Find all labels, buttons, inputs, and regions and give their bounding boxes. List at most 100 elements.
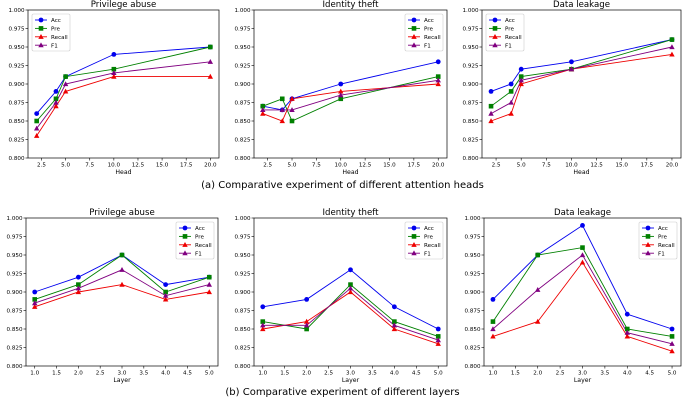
y-tick-label: 0.800 xyxy=(462,156,478,162)
x-tick-label: 17.5 xyxy=(641,163,654,169)
data-point-pre xyxy=(669,37,675,42)
x-tick-label: 1.0 xyxy=(489,371,498,377)
data-point-pre xyxy=(508,89,514,94)
data-point-pre xyxy=(32,297,38,302)
y-tick-label: 1.000 xyxy=(234,8,250,14)
data-point-f1 xyxy=(490,326,496,332)
y-tick-label: 0.875 xyxy=(234,309,250,315)
data-point-f1 xyxy=(279,107,285,112)
legend-marker xyxy=(411,225,417,231)
x-tick-label: 2.0 xyxy=(302,371,311,377)
data-point-recall xyxy=(279,118,285,124)
legend-marker xyxy=(492,17,498,23)
chart-5: Identity theft 0.800 0.825 0.850 0.875 0.900 0… xyxy=(234,208,448,384)
data-point-recall xyxy=(62,88,69,94)
x-tick-label: 1.5 xyxy=(511,371,520,377)
data-point-recall xyxy=(207,73,214,79)
data-point-f1 xyxy=(162,292,169,298)
y-tick-label: 1.000 xyxy=(462,8,478,14)
data-point-recall xyxy=(488,118,494,124)
chart-2: Identity theft 0.800 0.825 0.850 0.875 0.900 0… xyxy=(234,0,448,176)
data-point-f1 xyxy=(75,285,82,291)
legend-marker xyxy=(411,17,417,23)
legend-marker xyxy=(645,225,651,231)
data-point-f1 xyxy=(62,81,69,87)
legend-box xyxy=(175,221,215,260)
x-tick-label: 5.0 xyxy=(517,163,526,169)
y-tick-label: 0.900 xyxy=(6,290,22,296)
x-tick-label: 2.5 xyxy=(492,163,501,169)
data-point-acc xyxy=(508,81,514,87)
series-line-recall xyxy=(36,76,211,137)
y-tick-label: 0.950 xyxy=(8,45,24,51)
y-tick-label: 0.825 xyxy=(462,138,478,144)
caption-layers: (b) Comparative experiment of different … xyxy=(225,387,460,398)
x-tick-label: 4.0 xyxy=(623,371,632,377)
data-point-recall xyxy=(518,81,524,87)
legend-label: F1 xyxy=(505,43,512,49)
data-point-recall xyxy=(119,281,125,287)
y-tick-label: 0.875 xyxy=(234,101,250,107)
data-point-pre xyxy=(63,74,68,79)
y-tick-label: 0.900 xyxy=(462,82,478,88)
y-tick-label: 0.925 xyxy=(234,272,250,278)
legend-marker xyxy=(492,42,498,48)
data-point-recall xyxy=(490,333,496,339)
legend-marker xyxy=(645,234,651,239)
data-point-f1 xyxy=(518,77,524,83)
data-point-recall xyxy=(53,103,59,109)
x-tick-label: 3.5 xyxy=(600,371,609,377)
legend-marker xyxy=(38,34,44,39)
data-point-pre xyxy=(435,74,441,79)
legend-marker xyxy=(411,250,417,256)
data-point-f1 xyxy=(391,322,398,328)
data-point-recall xyxy=(260,326,266,332)
data-point-acc xyxy=(624,311,630,317)
data-point-f1 xyxy=(260,322,266,328)
data-point-acc xyxy=(32,289,38,295)
x-tick-label: 2.5 xyxy=(556,371,565,377)
x-tick-label: 2.5 xyxy=(324,371,333,377)
legend-label: Recall xyxy=(51,35,68,41)
data-point-acc xyxy=(569,59,574,65)
data-point-recall xyxy=(435,81,441,87)
x-tick-label: 20.0 xyxy=(432,163,445,169)
data-point-pre xyxy=(208,44,213,50)
data-point-pre xyxy=(304,326,309,332)
data-point-pre xyxy=(488,103,494,109)
data-point-pre xyxy=(119,252,125,258)
x-tick-label: 3.0 xyxy=(578,371,587,377)
legend-label: Acc xyxy=(51,18,61,24)
data-point-f1 xyxy=(624,329,630,335)
data-point-pre xyxy=(260,319,266,324)
series-line-acc xyxy=(36,46,211,114)
data-point-acc xyxy=(163,282,169,287)
data-point-recall xyxy=(260,110,266,116)
x-tick-label: 12.5 xyxy=(590,163,603,169)
legend: Acc Pre Recall F1 xyxy=(485,13,525,52)
data-point-recall xyxy=(206,289,212,295)
y-tick-label: 0.900 xyxy=(8,82,24,88)
data-point-acc xyxy=(518,66,524,72)
y-tick-label: 0.875 xyxy=(462,101,478,107)
data-point-acc xyxy=(304,297,310,302)
legend-marker xyxy=(492,34,498,39)
legend: Acc Pre Recall F1 xyxy=(404,13,444,52)
data-point-acc xyxy=(53,89,59,94)
chart-3: Data leakage 0.800 0.825 0.850 0.875 0.900 0.9… xyxy=(462,0,682,176)
legend-label: Recall xyxy=(424,243,441,249)
series-line-f1 xyxy=(262,287,439,341)
legend-label: Acc xyxy=(424,226,434,232)
x-tick-label: 2.5 xyxy=(263,163,272,169)
x-tick-label: 3.0 xyxy=(118,371,127,377)
data-point-pre xyxy=(206,274,212,280)
legend-label: Pre xyxy=(424,27,433,33)
data-point-f1 xyxy=(33,125,40,131)
legend-marker xyxy=(411,242,417,247)
data-point-acc xyxy=(435,326,441,332)
data-point-recall xyxy=(391,326,398,332)
series-line-recall xyxy=(34,284,210,308)
data-point-pre xyxy=(624,326,630,332)
